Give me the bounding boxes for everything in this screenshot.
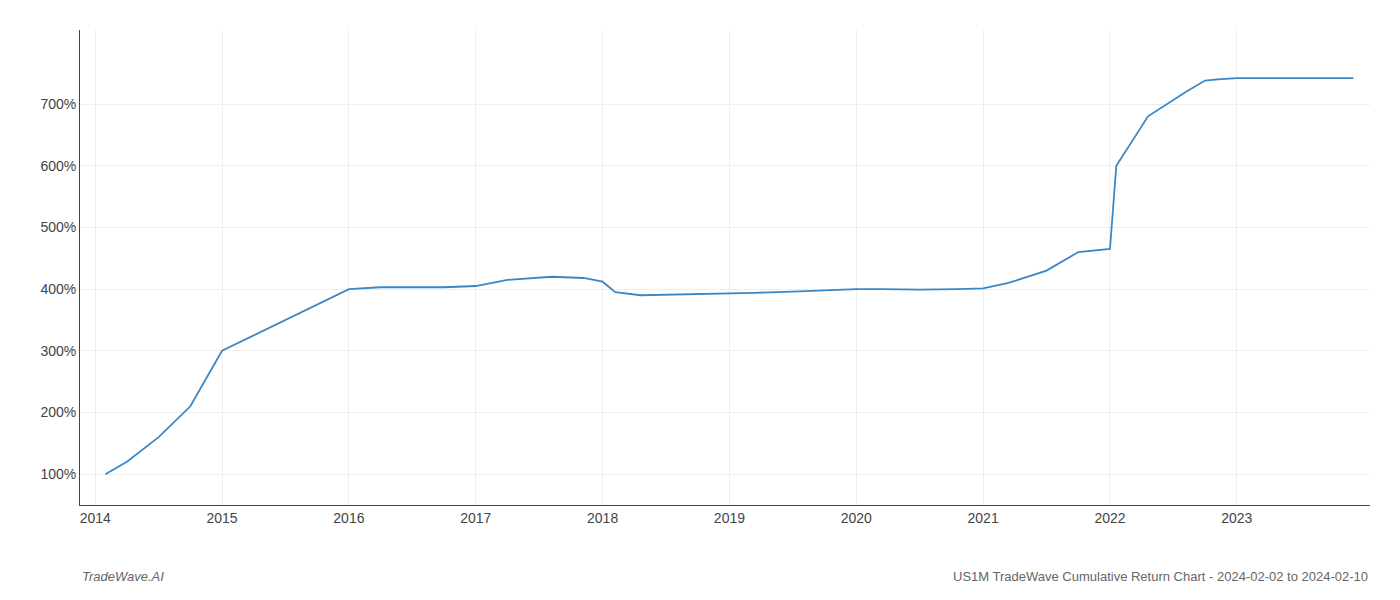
- svg-text:2014: 2014: [80, 510, 111, 526]
- svg-text:2023: 2023: [1221, 510, 1252, 526]
- svg-text:600%: 600%: [40, 158, 76, 174]
- svg-text:2016: 2016: [333, 510, 364, 526]
- svg-text:2017: 2017: [460, 510, 491, 526]
- svg-text:2021: 2021: [968, 510, 999, 526]
- svg-text:700%: 700%: [40, 96, 76, 112]
- svg-text:TradeWave.AI: TradeWave.AI: [82, 569, 164, 584]
- svg-text:2019: 2019: [714, 510, 745, 526]
- svg-text:400%: 400%: [40, 281, 76, 297]
- svg-text:US1M TradeWave Cumulative Retu: US1M TradeWave Cumulative Return Chart -…: [953, 569, 1368, 584]
- svg-text:200%: 200%: [40, 404, 76, 420]
- svg-text:2020: 2020: [841, 510, 872, 526]
- svg-text:300%: 300%: [40, 343, 76, 359]
- svg-text:100%: 100%: [40, 466, 76, 482]
- svg-text:2015: 2015: [206, 510, 237, 526]
- svg-text:2022: 2022: [1094, 510, 1125, 526]
- svg-text:2018: 2018: [587, 510, 618, 526]
- svg-text:500%: 500%: [40, 219, 76, 235]
